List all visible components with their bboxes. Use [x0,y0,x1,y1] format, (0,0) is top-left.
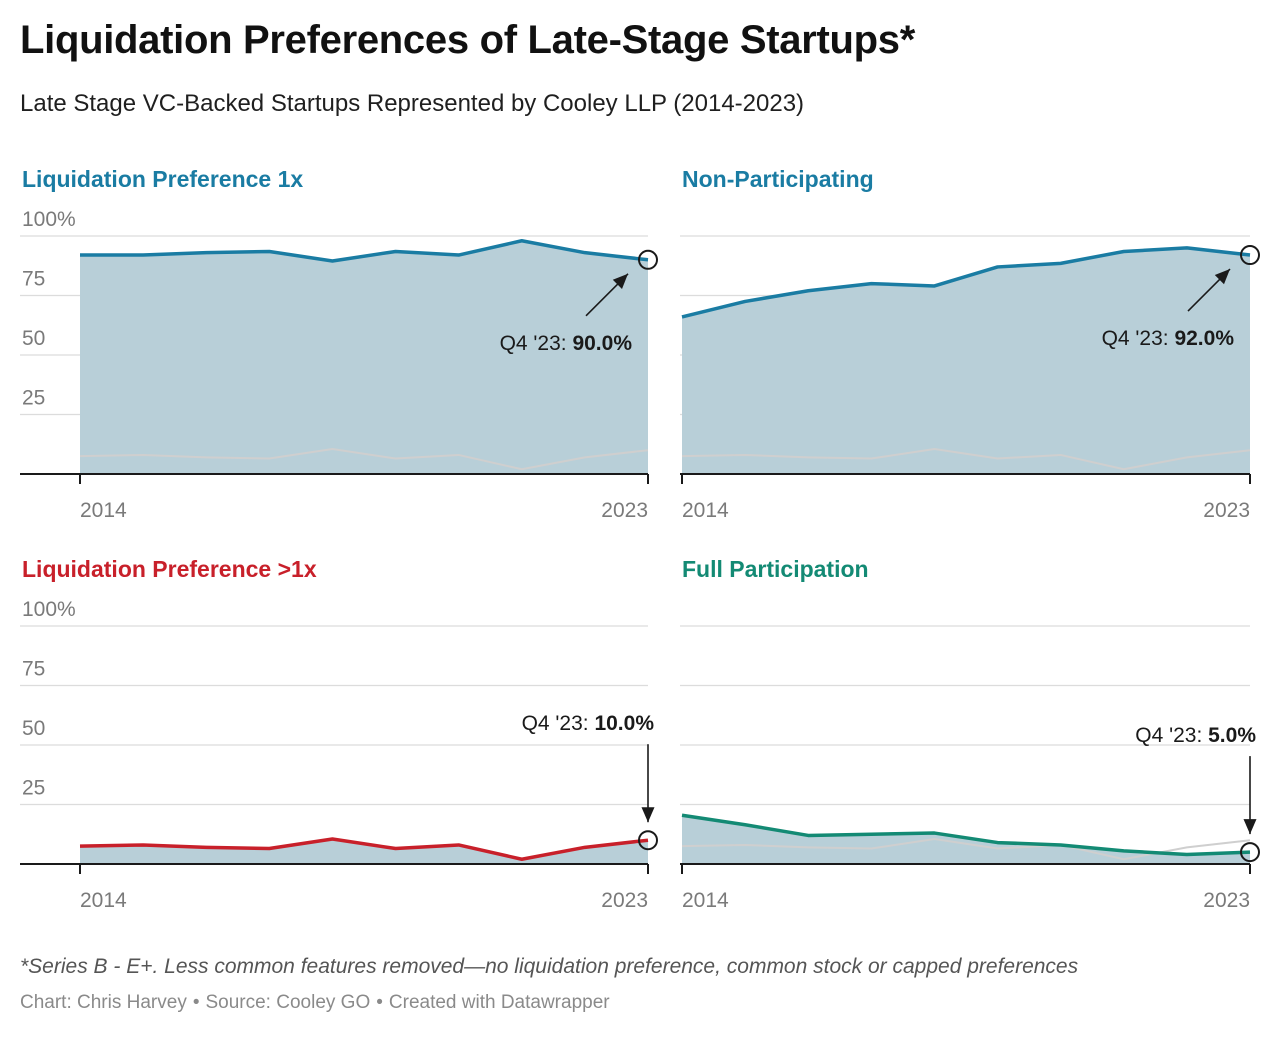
reference-line [79,447,649,471]
endpoint-marker [1240,842,1260,863]
series-line [80,239,649,263]
annotation-arrowhead [641,807,655,823]
y-tick-label: 100% [22,208,76,231]
x-tick-label: 2023 [601,889,648,912]
chart-svg: 25 50 75 100% 2014 2023 Q4 '23: 90.0% [20,208,658,522]
y-tick-label: 75 [22,268,45,291]
annotation-value: 90.0% [572,332,632,355]
annotation-value: 5.0% [1208,724,1256,747]
series-line [681,246,1251,319]
endpoint-marker [638,830,658,851]
area-fill [682,815,1250,864]
byline-separator: • [376,992,383,1013]
byline-source: Source: Cooley GO [205,992,371,1013]
annotation-label: Q4 '23: 5.0% [1135,724,1256,747]
endpoint-marker [638,249,658,270]
x-tick-label: 2014 [682,889,729,912]
annotation-prefix: Q4 '23: [522,712,595,735]
x-tick-label: 2023 [1203,889,1250,912]
annotation-arrowhead [1214,269,1230,285]
byline-chart: Chart: Chris Harvey [20,992,187,1013]
chart-svg: 2014 2023 Q4 '23: 5.0% [680,625,1260,912]
series-line [681,813,1251,857]
endpoint-marker [1240,245,1260,266]
annotation-arrowhead [612,273,628,290]
annotation-label: Q4 '23: 92.0% [1102,327,1235,350]
x-tick-label: 2014 [80,889,127,912]
byline: Chart: Chris Harvey • Source: Cooley GO • Cr… [20,992,610,1014]
x-tick-label: 2023 [601,499,648,522]
panel-liquidation-preference-gt-1x: Liquidation Preference >1x 25 50 75 100% 201… [20,556,658,946]
chart-svg: 25 50 75 100% 2014 2023 Q4 '23: 10.0% [20,598,658,912]
x-tick-label: 2023 [1203,499,1250,522]
y-tick-label: 100% [22,598,76,621]
panel-title: Non-Participating [682,166,874,192]
byline-created: Created with Datawrapper [388,992,610,1013]
annotation-value: 10.0% [594,712,654,735]
annotation-prefix: Q4 '23: [500,332,573,355]
footnote: *Series B - E+. Less common features rem… [20,955,1079,978]
panel-liquidation-preference-1x: Liquidation Preference 1x 25 50 75 100% 2014… [20,166,658,556]
reference-line [681,447,1251,471]
panel-full-participation: Full Participation 2014 2023 Q4 '23: 5.0% [680,556,1272,946]
y-tick-label: 75 [22,658,45,681]
panel-non-participating: Non-Participating 2014 2023 Q4 '23: 92.0% [680,166,1272,556]
x-tick-label: 2014 [682,499,729,522]
area-fill [80,839,648,864]
y-tick-label: 25 [22,387,45,410]
area-fill [682,247,1250,474]
area-fill [80,240,648,474]
y-tick-label: 25 [22,777,45,800]
annotation-arrowhead [1243,819,1257,835]
x-tick-label: 2014 [80,499,127,522]
annotation-label: Q4 '23: 90.0% [500,332,633,355]
chart-svg: 2014 2023 Q4 '23: 92.0% [680,235,1260,522]
chart-title: Liquidation Preferences of Late-Stage St… [20,18,915,62]
y-tick-label: 50 [22,717,45,740]
panel-title: Full Participation [682,556,869,582]
y-tick-label: 50 [22,327,45,350]
panel-title: Liquidation Preference 1x [22,166,304,192]
annotation-prefix: Q4 '23: [1102,327,1175,350]
panel-title: Liquidation Preference >1x [22,556,317,582]
series-line [79,837,649,861]
chart-subtitle: Late Stage VC-Backed Startups Represente… [20,90,805,117]
byline-separator: • [192,992,200,1013]
annotation-label: Q4 '23: 10.0% [522,712,655,735]
annotation-prefix: Q4 '23: [1135,724,1208,747]
annotation-value: 92.0% [1174,327,1234,350]
